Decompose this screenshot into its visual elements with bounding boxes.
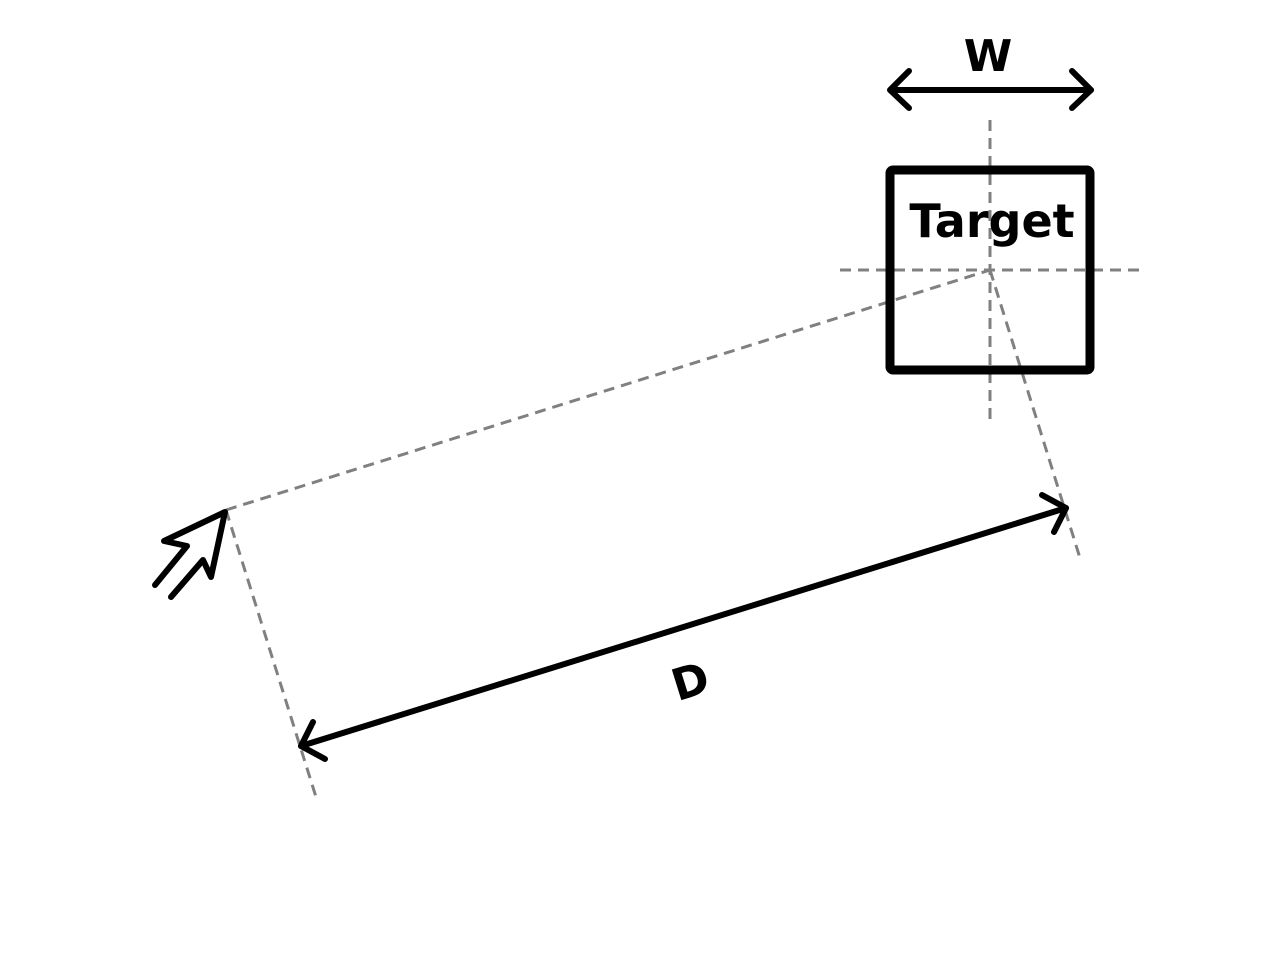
width-arrow xyxy=(887,68,1094,111)
distance-arrow xyxy=(298,492,1069,762)
cursor-extension-line xyxy=(224,509,318,798)
distance-label: D xyxy=(666,652,716,712)
mouse-pointer-arrow-icon xyxy=(152,509,228,600)
target-box xyxy=(885,165,1095,375)
width-label: W xyxy=(964,31,1013,82)
target-extension-line xyxy=(988,269,1082,559)
target-label: Target xyxy=(909,194,1074,248)
cursor-to-target-line xyxy=(225,268,991,512)
